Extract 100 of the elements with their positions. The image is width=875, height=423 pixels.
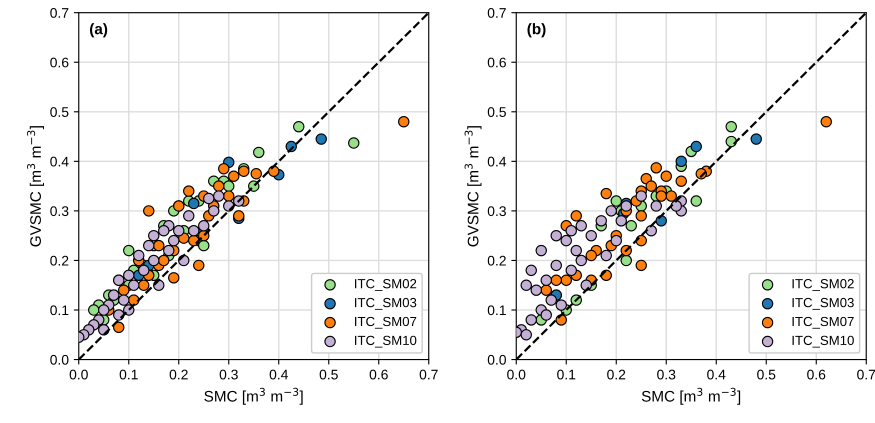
point (690, 140, 702, 152)
point (238, 166, 250, 177)
x-tick-label: 0.3 (220, 370, 238, 380)
y-tick-label: 0.3 (488, 206, 506, 216)
point (670, 200, 682, 212)
x-tick-label: 0.3 (657, 370, 676, 380)
x-tick-label: 0.5 (320, 370, 338, 380)
legend-label: ITC_SM02 (355, 279, 416, 291)
x-tick-label: 0.4 (707, 370, 726, 380)
x-tick-label: 0.7 (857, 370, 875, 380)
point (158, 254, 170, 266)
point (218, 163, 230, 174)
point (203, 192, 214, 204)
point (128, 280, 140, 291)
point (576, 254, 587, 266)
point (600, 250, 612, 262)
legend-label: ITC_SM02 (792, 279, 854, 291)
point (636, 210, 647, 222)
point (550, 230, 562, 242)
point (586, 250, 597, 262)
y-tick-label: 0.0 (50, 354, 68, 365)
point (536, 244, 547, 256)
point (586, 230, 597, 242)
y-tick-label: 0.5 (488, 107, 506, 117)
point (233, 210, 244, 222)
y-axis-title: GVSMC [m$^{3}$ m$^{−3}$] (464, 126, 482, 246)
point (676, 175, 687, 187)
point (576, 220, 587, 232)
point (316, 133, 327, 145)
point (556, 299, 567, 311)
point (646, 180, 657, 192)
y-tick-label: 0.5 (50, 107, 68, 117)
point (293, 120, 304, 132)
point (143, 205, 154, 217)
y-tick-label: 0.7 (488, 8, 506, 18)
point (540, 274, 552, 286)
point (600, 188, 612, 200)
point (123, 244, 134, 256)
point (656, 190, 667, 202)
point (610, 195, 622, 207)
legend-label: ITC_SM10 (355, 336, 416, 348)
point (550, 260, 562, 272)
y-tick-label: 0.0 (488, 354, 506, 365)
point (348, 137, 360, 149)
point (228, 170, 240, 182)
legend-label: ITC_SM03 (792, 298, 854, 310)
y-tick-label: 0.2 (488, 256, 506, 266)
point (610, 234, 622, 246)
point (620, 200, 632, 212)
point (520, 329, 532, 340)
point (566, 264, 577, 276)
x-tick-label: 0.5 (757, 370, 776, 380)
point (148, 230, 160, 242)
x-axis-title: SMC [m$^{3}$ m$^{−3}$] (204, 388, 303, 405)
point (168, 234, 180, 246)
point (560, 234, 572, 246)
point (208, 205, 220, 217)
point (188, 225, 200, 236)
y-tick-label: 0.4 (50, 156, 69, 167)
point (636, 260, 647, 272)
annotation: (a) (90, 23, 108, 38)
y-tick-label: 0.4 (488, 156, 506, 167)
point (650, 162, 662, 174)
point (526, 264, 537, 276)
point (596, 215, 607, 227)
point (133, 250, 144, 262)
point (213, 180, 224, 192)
point (750, 133, 762, 145)
point (636, 190, 647, 202)
point (163, 244, 174, 256)
point (223, 190, 234, 202)
point (138, 264, 150, 276)
point (570, 244, 582, 256)
point (650, 200, 662, 212)
y-tick-label: 0.1 (488, 305, 506, 316)
point (250, 168, 262, 180)
point (546, 294, 557, 306)
legend-label: ITC_SM03 (355, 298, 416, 310)
point (88, 304, 100, 316)
point (526, 314, 537, 326)
point (183, 210, 194, 222)
x-tick-label: 0.1 (120, 370, 138, 380)
legend-label: ITC_SM07 (792, 316, 854, 329)
point (530, 284, 542, 296)
point (626, 220, 637, 232)
point (570, 210, 582, 222)
x-tick-label: 0.4 (270, 370, 288, 380)
point (188, 198, 200, 210)
point (540, 309, 552, 321)
point (198, 220, 210, 232)
point (398, 116, 410, 128)
point (560, 274, 572, 286)
y-tick-label: 0.2 (50, 256, 68, 266)
x-tick-label: 0.7 (420, 370, 438, 380)
point (183, 185, 194, 197)
point (168, 272, 180, 284)
point (666, 190, 677, 202)
point (173, 225, 184, 236)
x-tick-label: 0.2 (170, 370, 188, 380)
point (690, 195, 702, 207)
